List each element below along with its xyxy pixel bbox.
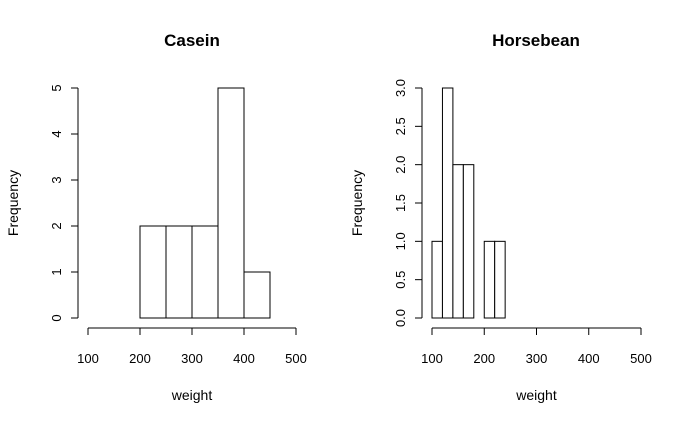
histogram-bar <box>441 87 454 319</box>
chart-title: Casein <box>164 31 220 50</box>
x-axis-label: weight <box>515 387 557 403</box>
y-tick-label: 1.5 <box>393 194 408 212</box>
y-tick-label: 1.0 <box>393 232 408 250</box>
histogram-bar <box>462 164 475 319</box>
y-tick-label: 5 <box>49 84 64 91</box>
horsebean-histogram: Horsebean 100 200 300 400 500 0.0 0.5 1.0 1.5 2.0 2… <box>349 31 652 403</box>
y-tick-label: 0 <box>49 314 64 321</box>
x-tick-label: 100 <box>421 351 443 366</box>
x-tick-label: 200 <box>473 351 495 366</box>
x-tick-label: 400 <box>578 351 600 366</box>
y-tick-label: 2 <box>49 222 64 229</box>
y-tick-label: 0.5 <box>393 271 408 289</box>
casein-histogram: Casein 100 200 300 400 500 0 1 2 3 4 5 weight Frequen… <box>5 31 307 403</box>
x-tick-label: 200 <box>129 351 151 366</box>
y-tick-label: 1 <box>49 268 64 275</box>
y-tick-label: 4 <box>49 130 64 137</box>
x-axis-label: weight <box>171 387 213 403</box>
y-axis-label: Frequency <box>349 170 365 236</box>
y-tick-label: 2.0 <box>393 156 408 174</box>
y-tick-label: 3 <box>49 176 64 183</box>
x-tick-label: 500 <box>285 351 307 366</box>
y-tick-label: 3.0 <box>393 79 408 97</box>
x-tick-label: 500 <box>630 351 652 366</box>
chart-title: Horsebean <box>492 31 580 50</box>
x-tick-label: 300 <box>181 351 203 366</box>
histogram-bar <box>483 240 496 319</box>
histogram-bar <box>431 240 443 319</box>
y-axis-label: Frequency <box>5 170 21 236</box>
histogram-bar <box>165 225 193 319</box>
y-tick-label: 0.0 <box>393 309 408 327</box>
x-tick-label: 300 <box>526 351 548 366</box>
histogram-bar <box>217 87 245 319</box>
y-tick-label: 2.5 <box>393 117 408 135</box>
x-tick-label: 400 <box>233 351 255 366</box>
histogram-bar <box>452 164 464 319</box>
histogram-bar <box>494 240 506 319</box>
histogram-bar <box>191 225 219 319</box>
histogram-bar <box>139 225 167 319</box>
histogram-bar <box>243 271 271 319</box>
x-tick-label: 100 <box>77 351 99 366</box>
